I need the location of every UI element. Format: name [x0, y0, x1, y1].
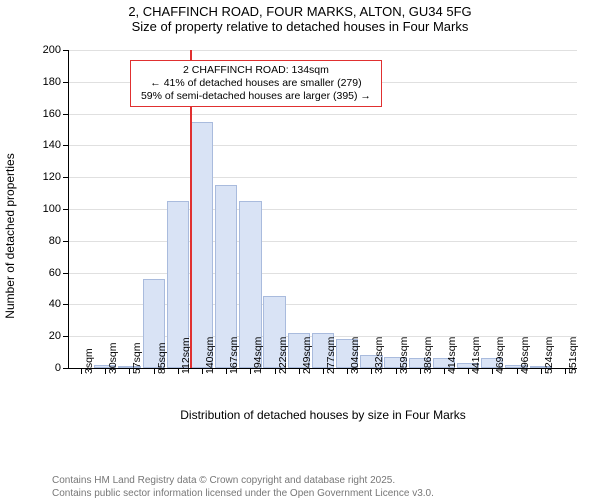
gridline [69, 145, 577, 146]
x-tick-label: 496sqm [519, 337, 531, 374]
y-tick-label: 120 [43, 171, 61, 183]
x-tick-label: 3sqm [83, 348, 95, 374]
gridline [69, 209, 577, 210]
x-tick [396, 368, 397, 374]
gridline [69, 241, 577, 242]
y-tick-label: 40 [49, 298, 61, 310]
chart-container: Number of detached properties Distributi… [24, 46, 584, 426]
x-tick-label: 359sqm [398, 337, 410, 374]
histogram-bar [191, 122, 213, 368]
gridline [69, 273, 577, 274]
y-tick-label: 160 [43, 108, 61, 120]
x-tick [275, 368, 276, 374]
page-title-line1: 2, CHAFFINCH ROAD, FOUR MARKS, ALTON, GU… [0, 4, 600, 19]
x-tick [444, 368, 445, 374]
x-tick-label: 30sqm [107, 342, 119, 374]
x-tick-label: 524sqm [543, 337, 555, 374]
y-tick [63, 177, 69, 178]
x-tick-label: 386sqm [422, 337, 434, 374]
x-tick-label: 469sqm [494, 337, 506, 374]
y-tick-label: 200 [43, 44, 61, 56]
y-tick [63, 114, 69, 115]
footer-line1: Contains HM Land Registry data © Crown c… [52, 475, 434, 488]
x-axis-label: Distribution of detached houses by size … [180, 408, 465, 422]
x-tick [420, 368, 421, 374]
annotation-line: 2 CHAFFINCH ROAD: 134sqm [137, 64, 375, 77]
gridline [69, 177, 577, 178]
y-tick [63, 241, 69, 242]
x-tick [541, 368, 542, 374]
annotation-line: ← 41% of detached houses are smaller (27… [137, 77, 375, 90]
page-title-line2: Size of property relative to detached ho… [0, 19, 600, 34]
gridline [69, 114, 577, 115]
x-tick [154, 368, 155, 374]
y-axis-label: Number of detached properties [3, 153, 17, 318]
x-tick-label: 551sqm [567, 337, 579, 374]
y-tick-label: 80 [49, 235, 61, 247]
x-tick [81, 368, 82, 374]
y-tick [63, 336, 69, 337]
y-tick-label: 100 [43, 203, 61, 215]
y-tick [63, 145, 69, 146]
y-tick [63, 273, 69, 274]
x-tick [299, 368, 300, 374]
y-tick-label: 60 [49, 267, 61, 279]
y-tick [63, 304, 69, 305]
y-tick [63, 209, 69, 210]
y-tick-label: 0 [55, 362, 61, 374]
plot-area: Distribution of detached houses by size … [68, 50, 577, 369]
x-tick [565, 368, 566, 374]
x-tick [202, 368, 203, 374]
gridline [69, 50, 577, 51]
y-tick [63, 368, 69, 369]
y-tick-label: 180 [43, 76, 61, 88]
y-tick-label: 20 [49, 330, 61, 342]
annotation-box: 2 CHAFFINCH ROAD: 134sqm← 41% of detache… [130, 60, 382, 107]
x-tick-label: 332sqm [373, 337, 385, 374]
y-tick-label: 140 [43, 139, 61, 151]
y-tick [63, 50, 69, 51]
x-tick-label: 441sqm [470, 337, 482, 374]
x-tick [178, 368, 179, 374]
attribution-footer: Contains HM Land Registry data © Crown c… [52, 475, 434, 500]
y-tick [63, 82, 69, 83]
x-tick [517, 368, 518, 374]
x-tick [468, 368, 469, 374]
x-tick [323, 368, 324, 374]
footer-line2: Contains public sector information licen… [52, 488, 434, 501]
x-tick-label: 414sqm [446, 337, 458, 374]
annotation-line: 59% of semi-detached houses are larger (… [137, 90, 375, 103]
